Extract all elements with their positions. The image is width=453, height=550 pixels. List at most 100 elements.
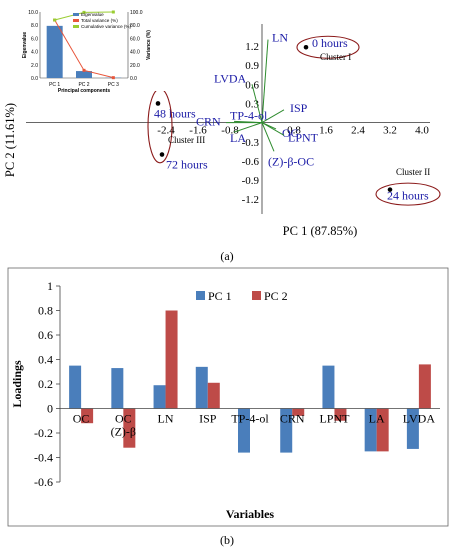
- pca-x-tick-label: -2.4: [157, 125, 175, 137]
- pca-y-tick-label: -0.3: [242, 137, 260, 149]
- inset-left-tick: 4.0: [31, 50, 38, 56]
- loading-vector: [261, 122, 285, 136]
- inset-left-tick: 8.0: [31, 23, 38, 29]
- loadings-x-axis-title: Variables: [226, 507, 275, 521]
- loadings-category-label: OC: [73, 412, 90, 426]
- loadings-category-label: ISP: [199, 412, 217, 426]
- loadings-category-label: LA: [369, 412, 385, 426]
- inset-right-tick: 40.0: [130, 50, 140, 56]
- loading-label: (Z)-β-OC: [268, 154, 314, 168]
- inset-eigenvalue-bar: [76, 71, 92, 78]
- loading-bar: [280, 408, 293, 453]
- inset-legend-label: Eigenvalue: [81, 12, 104, 17]
- loadings-bar-chart: 10.80.60.40.20-0.2-0.4-0.6OC OC(Z)-βLN ISP…: [10, 279, 440, 521]
- panel-label-a: (a): [220, 249, 233, 263]
- loading-label: TP-4-ol: [230, 108, 268, 122]
- inset-category-label: PC 3: [108, 82, 119, 88]
- panel-label-b: (b): [220, 533, 234, 547]
- inset-variance-point: [82, 68, 86, 72]
- loading-bar: [111, 368, 124, 409]
- inset-right-tick: 100.0: [130, 10, 143, 16]
- inset-x-title: Principal components: [58, 88, 110, 94]
- loading-label: LPNT: [288, 130, 319, 144]
- sample-label: 72 hours: [166, 158, 208, 172]
- loading-bar: [69, 365, 82, 409]
- sample-point: [303, 44, 309, 50]
- cluster-label: Cluster II: [396, 167, 430, 177]
- inset-left-title: Eigenvalue: [22, 32, 28, 59]
- loadings-category-label: LPNT: [319, 412, 350, 426]
- loading-vector: [233, 122, 263, 133]
- loadings-category-label: LN: [158, 412, 174, 426]
- loading-bar: [406, 408, 419, 449]
- legend-swatch: [252, 291, 261, 300]
- loadings-y-tick-label: -0.4: [34, 451, 53, 465]
- loadings-y-tick-label: -0.6: [34, 475, 53, 489]
- loadings-y-tick-label: 0.8: [38, 304, 53, 318]
- inset-variance-point: [111, 76, 115, 80]
- loading-bar: [207, 382, 220, 409]
- pca-y-tick-label: 0.3: [245, 98, 259, 110]
- pca-x-tick-label: -0.8: [221, 125, 239, 137]
- inset-right-title: Variance (%): [146, 30, 152, 60]
- pca-x-tick-label: -1.6: [189, 125, 207, 137]
- loading-bar: [322, 365, 335, 409]
- loading-bar: [376, 408, 389, 452]
- legend-label: PC 1: [208, 289, 232, 303]
- loading-label: OC: [282, 126, 299, 140]
- sample-label: 0 hours: [312, 36, 348, 50]
- loading-bar: [292, 408, 305, 416]
- sample-point: [387, 187, 393, 192]
- loadings-y-tick-label: 0.4: [38, 353, 53, 367]
- sample-point: [159, 152, 165, 157]
- inset-legend-label: Total variance (%): [81, 18, 118, 23]
- loading-label: ISP: [290, 101, 308, 115]
- loadings-y-tick-label: -0.2: [34, 426, 53, 440]
- cluster-label: Cluster III: [168, 135, 205, 145]
- loadings-y-tick-label: 0.2: [38, 377, 53, 391]
- loading-vector: [261, 109, 285, 124]
- cluster-ellipse: [296, 35, 360, 59]
- loading-vector: [251, 84, 263, 123]
- loading-bar: [364, 408, 377, 452]
- loadings-y-axis-title: Loadings: [10, 360, 24, 408]
- inset-variance-point: [111, 10, 115, 14]
- legend-label: PC 2: [264, 289, 288, 303]
- loading-bar: [238, 408, 250, 453]
- loadings-y-tick-label: 0.6: [38, 328, 53, 342]
- inset-left-tick: 2.0: [31, 63, 38, 69]
- pca-x-tick-label: 3.2: [383, 125, 397, 137]
- sample-point: [155, 101, 161, 106]
- loading-vector: [261, 122, 275, 152]
- inset-right-tick: 20.0: [130, 63, 140, 69]
- loadings-category-label: (Z)-β: [111, 425, 136, 439]
- loadings-category-label: LVDA: [403, 412, 436, 426]
- inset-left-tick: 6.0: [31, 36, 38, 42]
- loadings-y-tick-label: 1: [47, 279, 53, 293]
- pca-x-tick-label: 0.8: [287, 125, 301, 137]
- loadings-category-label: OC: [115, 412, 132, 426]
- inset-right-tick: 60.0: [130, 36, 140, 42]
- loading-label: CRN: [196, 115, 221, 129]
- loading-bar: [418, 364, 431, 409]
- inset-legend-swatch: [73, 25, 79, 28]
- loadings-y-tick-label: 0: [47, 402, 53, 416]
- sample-label: 24 hours: [387, 189, 429, 203]
- loading-bar: [165, 310, 178, 409]
- inset-legend-swatch: [73, 13, 79, 16]
- legend-swatch: [196, 291, 205, 300]
- loading-vector: [261, 39, 269, 123]
- inset-category-label: PC 1: [49, 82, 60, 88]
- loadings-chart-frame: [7, 267, 449, 527]
- pca-x-tick-label: 4.0: [415, 125, 429, 137]
- loading-bar: [153, 385, 166, 409]
- cluster-label: Cluster I: [320, 52, 351, 62]
- pca-y-tick-label: 0.9: [245, 60, 259, 72]
- loadings-category-label: TP-4-ol: [231, 412, 269, 426]
- loading-label: LA: [230, 131, 246, 145]
- loading-bar: [195, 366, 208, 409]
- inset-left-tick: 10.0: [28, 10, 38, 16]
- inset-legend-swatch: [73, 19, 79, 22]
- pca-x-tick-label: 2.4: [351, 125, 365, 137]
